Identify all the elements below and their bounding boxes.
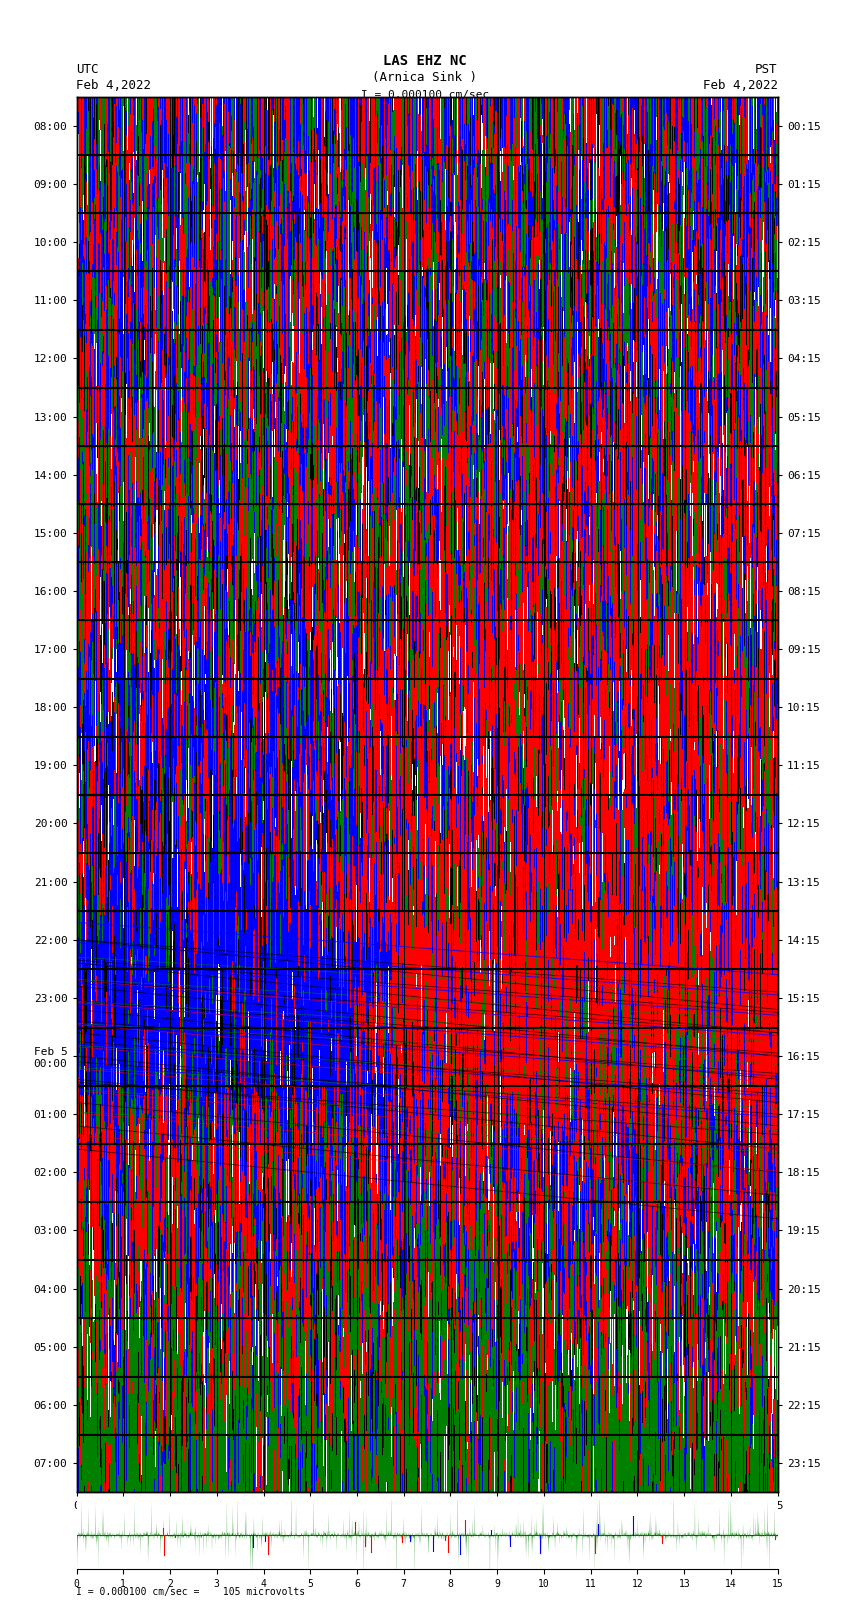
Text: Feb 4,2022: Feb 4,2022: [76, 79, 151, 92]
Text: I = 0.000100 cm/sec: I = 0.000100 cm/sec: [361, 90, 489, 100]
Text: PST: PST: [756, 63, 778, 76]
Text: Feb 4,2022: Feb 4,2022: [703, 79, 778, 92]
X-axis label: Time (MINUTES): Time (MINUTES): [375, 1516, 479, 1529]
Text: (Arnica Sink ): (Arnica Sink ): [372, 71, 478, 84]
Text: I = 0.000100 cm/sec =    105 microvolts: I = 0.000100 cm/sec = 105 microvolts: [76, 1587, 306, 1597]
Text: UTC: UTC: [76, 63, 99, 76]
Text: LAS EHZ NC: LAS EHZ NC: [383, 53, 467, 68]
